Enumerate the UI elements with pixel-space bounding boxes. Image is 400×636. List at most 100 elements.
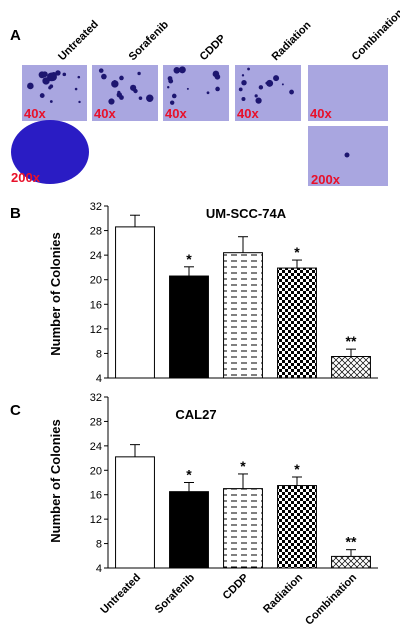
panel-b-letter: B [10, 205, 21, 222]
y-tick-label: 24 [90, 250, 102, 262]
magnification-label: 200x [311, 172, 341, 187]
bar-cddp [223, 488, 263, 569]
condition-label: Combination [350, 7, 400, 63]
colony-dot [247, 67, 250, 71]
chart-b-title: UM-SCC-74A [206, 206, 287, 221]
bar-combination [331, 555, 371, 569]
colony-dot [178, 66, 186, 74]
colony-dot [289, 89, 294, 95]
significance-marker: * [294, 244, 300, 260]
colony-dot [74, 87, 78, 91]
y-tick-label: 12 [90, 324, 102, 336]
significance-marker: * [294, 461, 300, 477]
colony-dot [27, 82, 34, 90]
magnification-label: 40x [165, 106, 187, 121]
y-tick-label: 32 [90, 201, 102, 213]
y-tick-label: 32 [90, 392, 102, 404]
large-colony [11, 120, 89, 184]
x-tick-label: Combination [303, 571, 359, 627]
y-tick-label: 28 [90, 416, 102, 428]
bar-radiation [277, 267, 317, 379]
colony-dot [255, 97, 262, 104]
colony-dot [171, 93, 177, 99]
colony-dot [212, 70, 220, 78]
colony-dot [49, 100, 53, 103]
colony-dot [108, 98, 115, 105]
y-tick-label: 24 [90, 441, 102, 453]
significance-marker: * [186, 251, 192, 267]
y-tick-label: 8 [96, 539, 102, 551]
bar-cddp [223, 252, 263, 379]
magnification-label: 40x [237, 106, 259, 121]
colony-dot [119, 75, 124, 81]
panel-a-letter: A [10, 27, 21, 44]
colony-dot [146, 94, 154, 102]
bar-radiation [277, 485, 317, 569]
colony-dot [113, 80, 116, 83]
colony-dot [130, 84, 137, 91]
colony-dot [273, 75, 280, 82]
condition-label: Sorafenib [127, 19, 172, 64]
colony-dot [77, 75, 81, 79]
colony-dot [119, 95, 124, 100]
panel-c-letter: C [10, 402, 21, 419]
colony-dot [241, 74, 245, 77]
colony-dot [258, 85, 264, 90]
bar-combination [331, 356, 371, 379]
colony-dot [48, 72, 57, 82]
colony-dot [241, 96, 246, 101]
bar-sorafenib [169, 491, 209, 569]
colony-dot [111, 80, 119, 88]
colony-dot [48, 86, 52, 90]
bar-untreated [115, 226, 155, 379]
colony-dot [169, 100, 175, 105]
significance-marker: ** [346, 534, 357, 550]
chart-c-title: CAL27 [175, 407, 216, 422]
x-tick-label: CDDP [221, 572, 252, 603]
colony-dot [215, 86, 220, 92]
colony-dot [62, 72, 67, 77]
colony-dot [98, 68, 104, 73]
y-tick-label: 20 [90, 465, 102, 477]
magnification-label: 40x [24, 106, 46, 121]
colony-dot [39, 93, 45, 98]
colony-dot [266, 79, 274, 87]
y-tick-label: 16 [90, 299, 102, 311]
significance-marker: ** [346, 333, 357, 349]
magnification-label: 200x [11, 170, 41, 185]
condition-label: CDDP [198, 33, 229, 64]
colony-dot [186, 87, 189, 90]
colony-dot [241, 80, 247, 86]
chart-b-ylabel: Number of Colonies [48, 232, 63, 356]
significance-marker: * [186, 467, 192, 483]
colony-dot [168, 78, 174, 84]
colony-dot [117, 90, 121, 94]
panel-a-images: Untreated 40x Sorafenib 40x CDDP 40x Radiation… [8, 7, 400, 187]
colony-dot [173, 66, 181, 74]
y-tick-label: 28 [90, 226, 102, 238]
colony-dot [42, 77, 50, 85]
colony-dot [344, 152, 350, 158]
colony-dot [281, 83, 284, 86]
significance-marker: * [240, 458, 246, 474]
colony-dot [167, 86, 170, 89]
y-tick-label: 12 [90, 514, 102, 526]
x-tick-label: Sorafenib [153, 571, 198, 616]
y-tick-label: 8 [96, 348, 102, 360]
y-tick-label: 4 [96, 373, 102, 385]
y-tick-label: 20 [90, 275, 102, 287]
colony-dot [101, 73, 107, 80]
colony-dot [78, 100, 81, 104]
bar-untreated [115, 456, 155, 569]
condition-label: Untreated [56, 18, 101, 63]
colony-dot [41, 71, 48, 78]
colony-dot [238, 87, 243, 92]
colony-dot [137, 71, 141, 76]
x-tick-label: Radiation [261, 571, 305, 615]
x-tick-label: Untreated [98, 572, 143, 617]
colony-dot [206, 91, 210, 95]
x-tick-labels: Untreated Sorafenib CDDP RadiationCombinati… [98, 571, 359, 627]
